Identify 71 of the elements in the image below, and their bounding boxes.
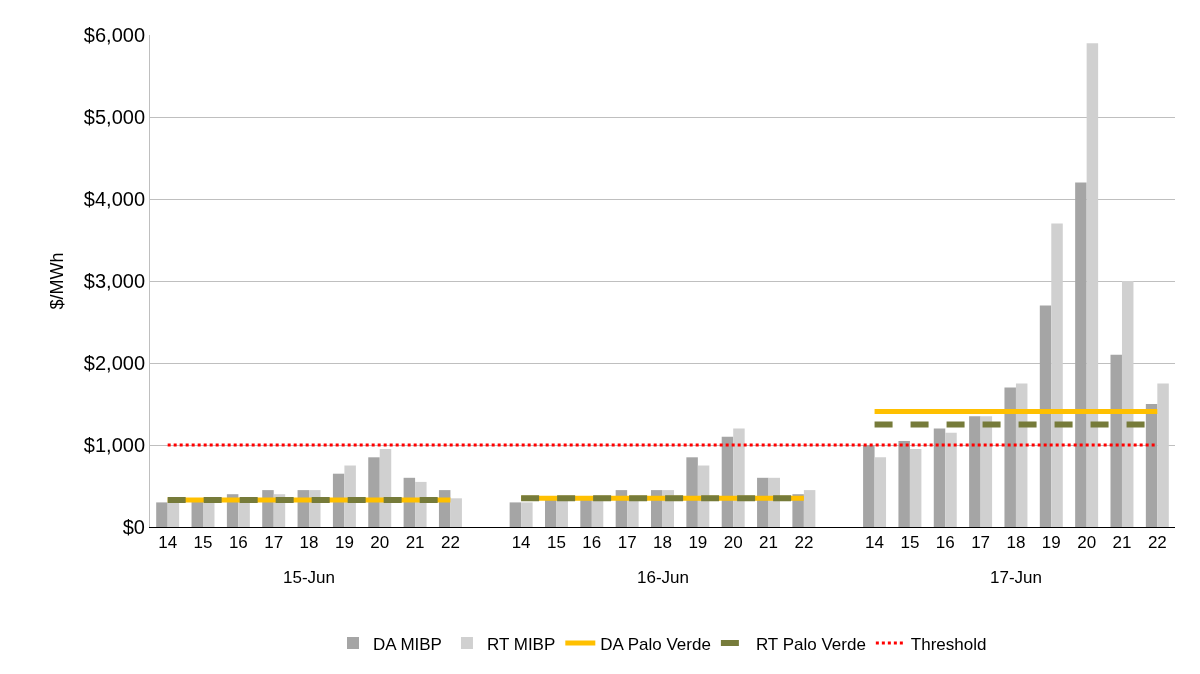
bar xyxy=(1121,281,1134,527)
bar xyxy=(156,502,168,527)
x-tick-label: 21 xyxy=(1112,533,1132,553)
bar xyxy=(969,416,981,527)
x-tick-label: 15 xyxy=(193,533,213,553)
x-tick-label: 18 xyxy=(1006,533,1026,553)
x-tick-label: 16 xyxy=(582,533,602,553)
y-tick-label: $3,000 xyxy=(83,270,145,292)
bar xyxy=(167,502,180,527)
legend-label: Threshold xyxy=(910,634,987,654)
bar xyxy=(933,428,946,527)
bar xyxy=(450,498,462,527)
bar xyxy=(1086,43,1099,527)
bar xyxy=(203,502,215,527)
text: 16-Jun xyxy=(637,568,689,587)
x-tick-label: 21 xyxy=(759,533,778,553)
bar xyxy=(344,465,356,527)
x-tick-label: 19 xyxy=(334,533,354,553)
x-tick-label: 15 xyxy=(900,533,920,553)
bar xyxy=(1157,383,1169,527)
bar xyxy=(898,440,910,527)
text: 17-Jun xyxy=(990,568,1042,587)
x-tick-label: 17 xyxy=(617,533,637,553)
x-tick-label: 21 xyxy=(405,533,425,553)
bar xyxy=(1051,223,1063,527)
y-tick-label: $0 xyxy=(122,516,145,538)
x-tick-label: 17 xyxy=(264,533,284,553)
bar xyxy=(521,502,533,527)
text: 15-Jun xyxy=(283,568,335,587)
x-tick-label: 15 xyxy=(547,533,566,553)
x-tick-label: 20 xyxy=(1077,533,1097,553)
x-tick-label: 22 xyxy=(1147,533,1167,553)
x-tick-label: 22 xyxy=(440,533,460,553)
y-tick-label: $6,000 xyxy=(83,24,145,46)
y-tick-label: $4,000 xyxy=(83,188,145,210)
x-tick-label: 20 xyxy=(370,533,390,553)
bar xyxy=(980,416,993,527)
x-tick-label: 16 xyxy=(228,533,248,553)
bar xyxy=(1004,387,1016,527)
bar xyxy=(1110,354,1122,527)
legend-label: RT MIBP xyxy=(486,634,556,654)
x-tick-label: 20 xyxy=(723,533,743,553)
x-tick-label: 14 xyxy=(865,533,885,553)
x-tick-label: 14 xyxy=(511,533,531,553)
legend-label: DA Palo Verde xyxy=(600,634,711,654)
bar xyxy=(863,445,875,527)
bar xyxy=(945,432,957,527)
y-tick-label: $1,000 xyxy=(83,434,145,456)
x-tick-label: 19 xyxy=(688,533,708,553)
bar xyxy=(1039,305,1052,527)
x-tick-label: 18 xyxy=(299,533,319,553)
bar xyxy=(686,457,698,527)
bar xyxy=(803,490,816,527)
legend-label: RT Palo Verde xyxy=(755,634,866,654)
bar xyxy=(368,457,380,527)
x-tick-label: 22 xyxy=(794,533,814,553)
bar xyxy=(509,502,522,527)
bar xyxy=(733,428,745,527)
x-tick-label: 14 xyxy=(158,533,178,553)
y-axis-title: $/MWh xyxy=(47,252,68,310)
y-tick-label: $5,000 xyxy=(83,106,145,128)
bar xyxy=(874,457,887,527)
x-tick-label: 16 xyxy=(935,533,955,553)
legend-label: DA MIBP xyxy=(373,634,442,654)
bar xyxy=(1145,404,1158,527)
y-tick-label: $2,000 xyxy=(83,352,145,374)
x-tick-label: 17 xyxy=(971,533,991,553)
bar xyxy=(1075,182,1087,527)
x-tick-label: 19 xyxy=(1041,533,1061,553)
x-tick-label: 18 xyxy=(653,533,672,553)
bar xyxy=(909,449,922,527)
